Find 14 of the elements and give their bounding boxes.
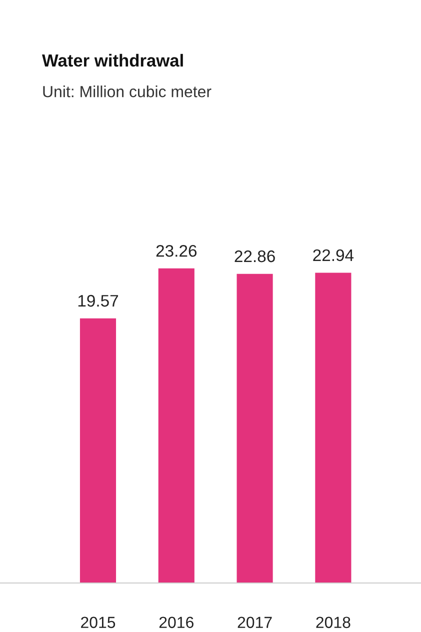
x-tick-label: 2017 [238, 616, 272, 628]
x-tick-label: 2018 [316, 616, 350, 628]
data-label: 23.26 [156, 244, 197, 257]
x-tick-label: 2016 [159, 616, 194, 628]
chart-title: Water withdrawal [42, 54, 183, 67]
chart-subtitle: Unit: Million cubic meter [43, 86, 212, 98]
bar [80, 318, 116, 583]
data-label: 22.94 [313, 249, 354, 262]
bar [158, 268, 194, 583]
bar [236, 274, 273, 583]
x-tick-label: 2015 [81, 616, 116, 628]
data-label: 19.57 [78, 294, 118, 307]
data-label: 22.86 [234, 250, 275, 262]
bar [315, 272, 352, 583]
